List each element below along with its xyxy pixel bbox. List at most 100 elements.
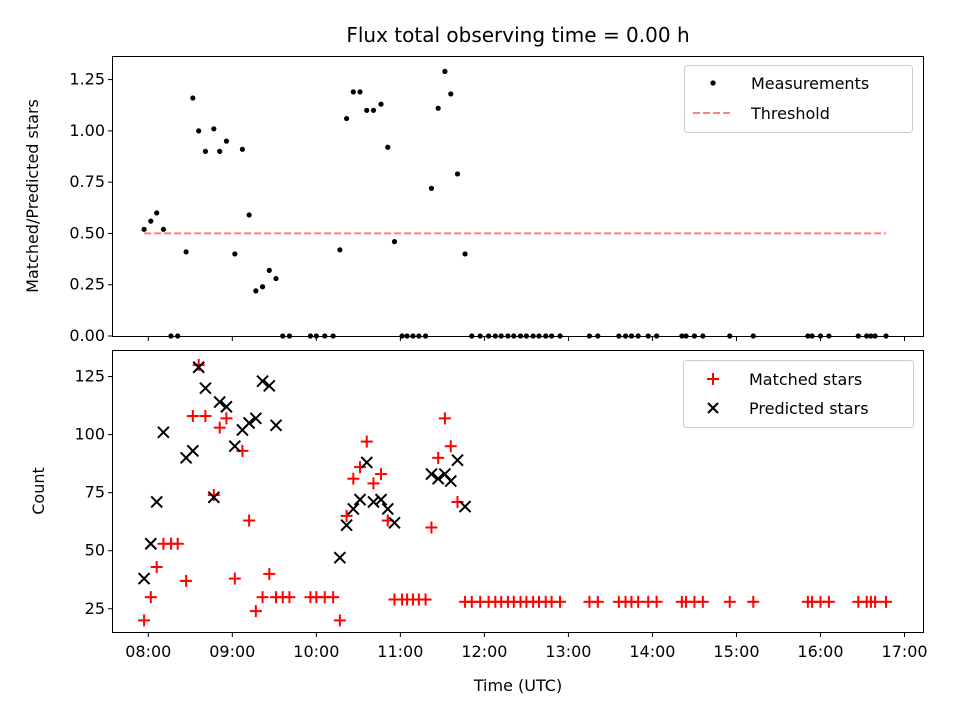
predicted-star-point	[157, 426, 170, 439]
predicted-star-point	[340, 518, 353, 532]
predicted-star-stroke	[263, 379, 276, 393]
bottom-y-tick-label: 50	[85, 541, 105, 560]
predicted-star-point	[220, 400, 233, 413]
predicted-star-stroke	[220, 400, 233, 413]
matched-star-point	[283, 591, 296, 604]
predicted-star-stroke	[451, 453, 464, 467]
top-y-tick-label: 0.25	[69, 275, 105, 294]
matched-star-point	[263, 567, 276, 580]
predicted-star-point	[249, 412, 263, 425]
measurement-point	[391, 239, 398, 245]
measurement-point	[448, 91, 454, 97]
matched-star-point	[354, 461, 367, 474]
measurement-point	[232, 251, 238, 257]
measurement-point	[259, 284, 266, 290]
legend-threshold-label: Threshold	[750, 104, 830, 123]
top-y-tick-label: 1.25	[69, 70, 105, 89]
measurement-point	[211, 126, 217, 132]
matched-star-point	[199, 410, 212, 423]
predicted-star-stroke	[213, 395, 226, 409]
bottom-panel: 25 50 75 100 125 08:00 09:00 10:00 11:00 12:00 13…	[29, 350, 928, 695]
top-panel: 0.00 0.25 0.50 0.75 1.00 1.25 Matched/Predict…	[23, 56, 924, 345]
measurement-point	[357, 89, 363, 95]
predicted-star-point	[192, 361, 205, 374]
matched-star-point	[696, 595, 709, 608]
predicted-star-stroke	[269, 419, 283, 432]
predicted-star-stroke	[157, 426, 170, 439]
predicted-star-point	[269, 419, 283, 432]
top-y-axis-label: Matched/Predicted stars	[23, 99, 42, 293]
matched-star-point	[444, 440, 457, 453]
predicted-star-point	[360, 456, 373, 469]
top-legend-box	[684, 65, 913, 133]
predicted-star-point	[444, 474, 457, 488]
bottom-y-axis-label: Count	[29, 467, 48, 515]
predicted-star-point	[451, 453, 464, 467]
predicted-star-stroke	[353, 493, 367, 506]
legend-predicted-label: Predicted stars	[749, 399, 869, 418]
measurement-point	[370, 107, 377, 113]
predicted-star-stroke	[388, 516, 401, 530]
matched-star-point	[207, 488, 220, 501]
measurement-point	[154, 210, 160, 216]
top-y-tick-label: 0.00	[69, 326, 105, 345]
matched-star-point	[869, 595, 882, 608]
predicted-star-stroke	[431, 472, 445, 485]
predicted-star-stroke	[458, 500, 472, 513]
matched-star-point	[880, 595, 893, 608]
bottom-y-tick-label: 125	[74, 367, 105, 386]
predicted-star-point	[353, 493, 367, 506]
bottom-x-tick-label: 12:00	[461, 642, 507, 661]
predicted-star-point	[144, 537, 158, 550]
predicted-star-point	[256, 374, 269, 388]
predicted-star-stroke	[374, 493, 388, 506]
bottom-legend: Matched stars Predicted stars	[683, 360, 914, 428]
predicted-star-stroke	[367, 495, 380, 509]
matched-star-point	[360, 435, 373, 448]
predicted-star-stroke	[425, 467, 438, 481]
predicted-star-point	[213, 395, 226, 409]
bottom-axes-frame	[112, 350, 924, 633]
bottom-x-tick-label: 10:00	[293, 642, 339, 661]
measurement-point	[435, 105, 441, 111]
predicted-star-point	[458, 500, 472, 513]
matched-star-point	[650, 595, 663, 608]
matched-star-point	[367, 477, 380, 490]
matched-star-point	[432, 451, 445, 464]
matched-star-point	[213, 421, 226, 434]
matched-star-point	[228, 572, 241, 585]
legend-measurements-marker	[710, 80, 716, 86]
matched-star-point	[419, 593, 432, 606]
predicted-star-point	[207, 491, 221, 504]
predicted-star-point	[388, 516, 401, 530]
predicted-star-stroke	[207, 491, 221, 504]
matched-star-point	[375, 468, 388, 481]
legend-measurements-label: Measurements	[751, 74, 869, 93]
bottom-x-tick-label: 16:00	[797, 642, 843, 661]
bottom-x-tick-label: 14:00	[629, 642, 675, 661]
bottom-x-tick-label: 08:00	[125, 642, 171, 661]
matched-star-point	[138, 614, 151, 627]
predicted-star-point	[228, 440, 242, 453]
measurement-point	[385, 144, 391, 150]
bottom-y-tick-label: 100	[74, 425, 105, 444]
matched-star-point	[632, 595, 645, 608]
measurement-point	[273, 275, 279, 282]
bottom-y-tick-label: 25	[85, 599, 105, 618]
legend-matched-marker	[707, 373, 719, 385]
predicted-star-point	[242, 416, 256, 430]
matched-star-point	[144, 591, 157, 604]
predicted-star-stroke	[186, 444, 200, 458]
predicted-star-stroke	[438, 467, 452, 481]
measurement-point	[428, 185, 435, 191]
predicted-star-stroke	[381, 502, 394, 516]
bottom-x-tick-label: 11:00	[377, 642, 423, 661]
predicted-star-point	[431, 472, 445, 485]
matched-star-point	[340, 509, 353, 522]
matched-star-point	[438, 412, 451, 425]
bottom-x-tick-label: 17:00	[881, 642, 927, 661]
predicted-star-point	[347, 502, 360, 516]
predicted-star-point	[333, 551, 347, 564]
matched-star-point	[591, 595, 604, 608]
matched-star-point	[186, 410, 199, 423]
